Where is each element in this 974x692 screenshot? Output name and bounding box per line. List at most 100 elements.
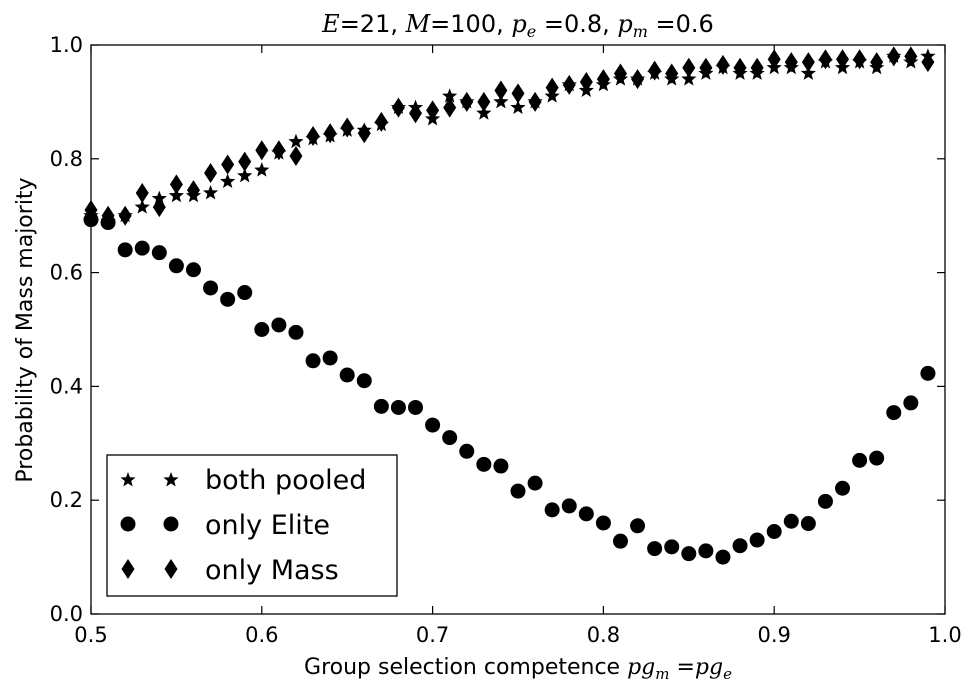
only-mass-point — [579, 71, 593, 92]
x-axis-title: Group selection competence pgm =pge — [304, 655, 732, 683]
x-tick-label: 0.7 — [416, 623, 449, 647]
series-star — [83, 48, 936, 228]
y-tick-label: 0.8 — [50, 147, 83, 171]
only-elite-point — [356, 373, 372, 389]
title-pe-value: =0.8, — [536, 10, 617, 38]
only-elite-point — [561, 498, 577, 514]
only-mass-point — [374, 111, 388, 132]
only-mass-point — [648, 60, 662, 81]
legend-label-only-elite: only Elite — [205, 510, 330, 541]
only-mass-point — [494, 80, 508, 101]
only-mass-point — [528, 91, 542, 112]
only-elite-point — [408, 399, 424, 415]
legend-label-both-pooled: both pooled — [205, 465, 366, 496]
only-mass-point — [255, 140, 269, 161]
only-elite-point — [595, 515, 611, 531]
title-pm-subscript: m — [633, 22, 648, 41]
both-pooled-point — [681, 71, 697, 86]
only-mass-point — [904, 46, 918, 67]
only-mass-point — [562, 74, 576, 95]
only-mass-point — [409, 103, 423, 124]
only-elite-point — [425, 417, 441, 433]
only-mass-point — [477, 91, 491, 112]
only-elite-point — [886, 405, 902, 421]
only-elite-point — [373, 398, 389, 414]
both-pooled-point — [493, 93, 509, 109]
only-mass-point — [853, 49, 867, 70]
only-elite-point — [220, 291, 236, 307]
only-mass-point — [460, 91, 474, 112]
only-mass-point — [665, 63, 679, 84]
only-elite-point — [664, 539, 680, 555]
title-m-symbol: M — [405, 10, 432, 38]
y-tick-label: 0.0 — [50, 602, 83, 626]
legend-marker-circle — [163, 516, 179, 532]
only-mass-point — [716, 54, 730, 75]
only-mass-point — [511, 83, 525, 104]
only-mass-point — [613, 63, 627, 84]
legend-marker-diamond — [164, 559, 178, 579]
x-tick-label: 0.9 — [757, 623, 790, 647]
only-mass-point — [682, 57, 696, 78]
only-elite-point — [271, 317, 287, 333]
legend-marker-diamond — [121, 559, 135, 579]
only-mass-point — [887, 46, 901, 67]
legend-box — [106, 454, 398, 597]
chart-title: E=21, M=100, pe =0.8, pm =0.6 — [321, 10, 714, 41]
x-tick-label: 0.5 — [74, 623, 107, 647]
xlabel-pgm-subscript: m — [655, 665, 669, 683]
title-e-symbol: E — [321, 10, 340, 38]
only-elite-point — [800, 516, 816, 532]
axis-ticks: 0.5 0.6 0.7 0.8 0.9 1.0 0.0 0.2 0.4 0.6 0.8 1.0 — [50, 33, 962, 647]
both-pooled-point — [134, 199, 150, 214]
legend-markers — [120, 472, 179, 579]
only-elite-point — [390, 399, 406, 415]
only-elite-point — [749, 532, 765, 548]
legend-marker-circle — [120, 516, 136, 532]
title-pe-symbol: p — [511, 10, 526, 38]
only-elite-point — [459, 443, 475, 459]
only-mass-point — [340, 117, 354, 138]
only-elite-point — [783, 513, 799, 529]
only-elite-point — [185, 262, 201, 278]
title-pm-symbol: p — [617, 10, 632, 38]
only-elite-point — [151, 245, 167, 261]
only-elite-point — [544, 502, 560, 518]
only-elite-point — [766, 523, 782, 539]
both-pooled-point — [442, 88, 458, 103]
only-mass-point — [699, 57, 713, 78]
only-mass-point — [306, 126, 320, 147]
only-elite-point — [578, 506, 594, 522]
y-tick-label: 0.6 — [50, 261, 83, 285]
x-tick-label: 0.6 — [245, 623, 278, 647]
x-tick-label: 1.0 — [928, 623, 961, 647]
only-mass-point — [443, 97, 457, 118]
y-tick-label: 0.4 — [50, 374, 83, 398]
plot-frame — [90, 44, 946, 615]
title-e-value: =21, — [340, 10, 406, 38]
both-pooled-point — [168, 187, 185, 203]
only-mass-point — [801, 52, 815, 73]
only-mass-point — [596, 69, 610, 90]
only-elite-point — [612, 533, 628, 549]
only-elite-point — [869, 450, 885, 466]
both-pooled-point — [237, 167, 253, 183]
only-elite-point — [852, 452, 868, 468]
only-mass-point — [921, 52, 935, 73]
only-mass-point — [426, 100, 440, 121]
xlabel-text: Group selection competence — [304, 655, 627, 680]
only-mass-point — [169, 174, 183, 195]
only-mass-point — [750, 57, 764, 78]
title-pm-value: =0.6 — [648, 10, 714, 38]
only-mass-point — [221, 154, 235, 175]
legend-label-only-mass: only Mass — [205, 555, 339, 586]
only-mass-point — [784, 52, 798, 73]
only-elite-point — [339, 367, 355, 383]
only-elite-point — [134, 240, 150, 256]
only-mass-point — [836, 49, 850, 70]
only-elite-point — [835, 480, 851, 496]
only-elite-point — [168, 258, 184, 274]
series-circle — [83, 212, 936, 565]
only-elite-point — [322, 350, 338, 366]
only-mass-point — [118, 205, 132, 226]
